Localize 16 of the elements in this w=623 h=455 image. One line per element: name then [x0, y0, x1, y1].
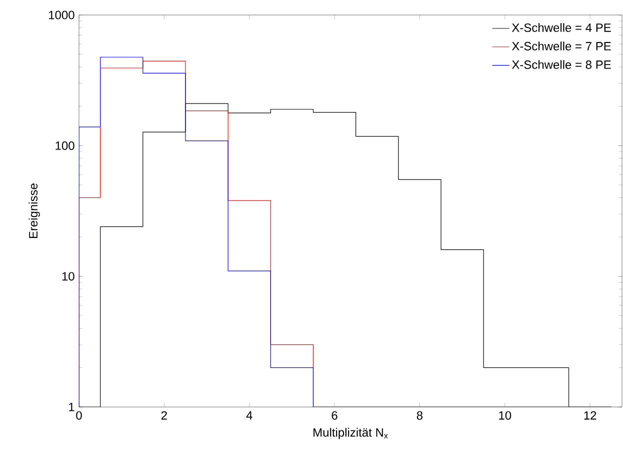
x-tick-label: 2 — [161, 411, 167, 420]
y-tick-label: 100 — [56, 141, 74, 150]
legend-label: X-Schwelle = 7 PE — [512, 42, 611, 50]
x-tick-label: 12 — [584, 411, 596, 420]
x-tick-label: 8 — [416, 411, 423, 420]
x-tick-label: 6 — [332, 411, 338, 420]
y-tick-label: 1 — [69, 402, 74, 412]
x-tick-label: 4 — [246, 411, 252, 420]
x-axis-title: Multiplizität N$_{x}$ — [314, 428, 388, 440]
y-tick-label: 1000 — [49, 10, 74, 20]
legend-label: X-Schwelle = 8 PE — [512, 60, 611, 69]
y-tick-label: 10 — [62, 272, 74, 281]
y-axis-title: Ereignisse — [28, 184, 40, 238]
x-tick-label: 10 — [499, 411, 512, 420]
legend-label: X-Schwelle = 4 PE — [512, 23, 611, 32]
x-tick-label: 0 — [76, 411, 82, 420]
